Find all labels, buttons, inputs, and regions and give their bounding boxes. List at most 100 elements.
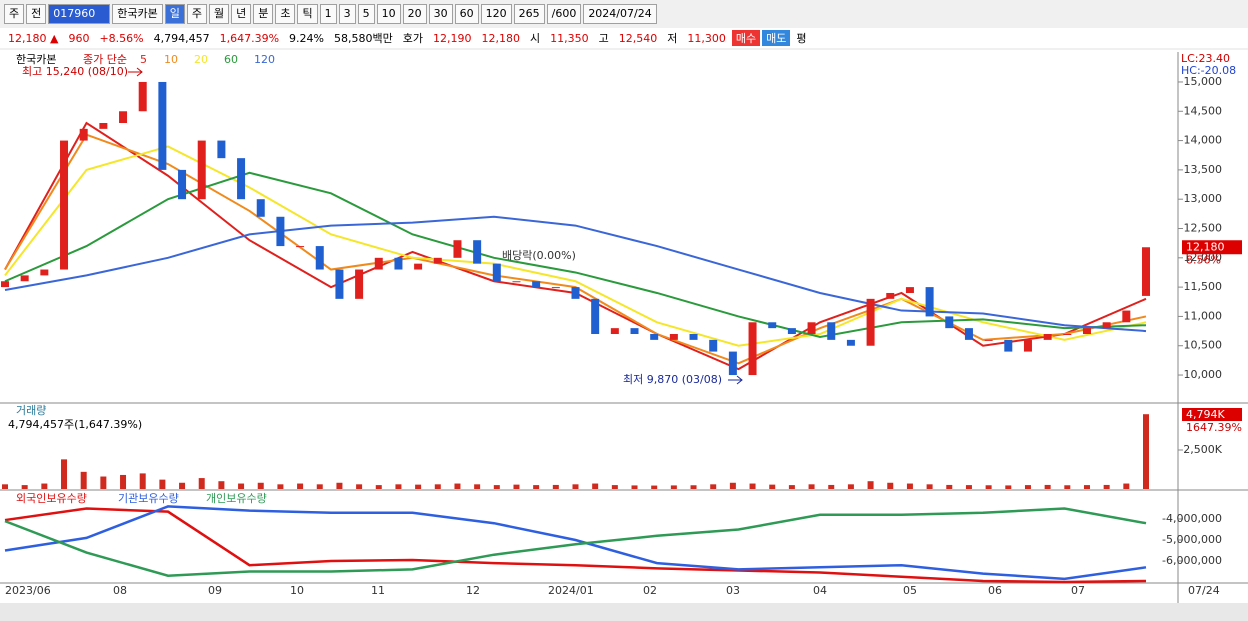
- legend-entry: 개인보유수량: [206, 492, 267, 505]
- candle: [40, 269, 49, 276]
- volume-bar: [375, 485, 382, 489]
- axis-label: 4,794K: [1186, 408, 1225, 421]
- candle: [1122, 310, 1131, 323]
- toolbar-item[interactable]: 2024/07/24: [583, 4, 657, 24]
- toolbar-item[interactable]: 20: [402, 4, 427, 24]
- volume-bar: [415, 484, 422, 489]
- candle: [669, 334, 678, 340]
- volume-bar: [946, 484, 953, 489]
- toolbar-item[interactable]: 한국카본: [112, 4, 163, 24]
- candle: [119, 111, 128, 123]
- toolbar-item[interactable]: 월: [208, 4, 230, 24]
- quote-item: 평: [796, 32, 807, 45]
- volume-bar: [985, 485, 992, 489]
- candle: [571, 287, 580, 299]
- toolbar-item[interactable]: 1: [319, 4, 337, 24]
- scrollbar[interactable]: [0, 603, 1248, 621]
- quote-item: 12,180 ▲: [8, 31, 59, 45]
- toolbar-item[interactable]: 3: [338, 4, 356, 24]
- candle: [925, 287, 934, 317]
- toolbar-item[interactable]: 전: [26, 4, 47, 24]
- candle: [1004, 339, 1013, 352]
- volume-bar: [454, 483, 461, 489]
- y-tick-label: 14,500: [1184, 104, 1223, 117]
- chart: 10,00010,50011,00011,50012,00012,50013,0…: [0, 50, 1248, 621]
- volume-bar: [552, 484, 559, 489]
- volume-bar: [749, 483, 756, 489]
- candle: [886, 292, 895, 299]
- x-tick-label: 08: [113, 584, 127, 597]
- toolbar-item[interactable]: 주: [4, 4, 25, 24]
- candle: [20, 275, 29, 282]
- toolbar-item[interactable]: 5: [357, 4, 375, 24]
- candle: [512, 281, 521, 283]
- quote-item: 9.24%: [289, 31, 324, 45]
- x-tick-label: 2023/06: [5, 584, 51, 597]
- holding-line: [4, 505, 1147, 581]
- annotation-arrow: [128, 67, 143, 77]
- quote-item: 매도: [762, 30, 791, 46]
- toolbar-item[interactable]: 틱: [297, 4, 318, 24]
- candle: [709, 339, 718, 352]
- y-tick-label: -5,000,000: [1162, 533, 1222, 546]
- moving-average: [4, 145, 1147, 347]
- candle: [984, 339, 993, 341]
- legend-symbol: 한국카본: [16, 53, 56, 66]
- y-tick-label: -6,000,000: [1162, 554, 1222, 567]
- candle: [217, 140, 226, 159]
- toolbar-item[interactable]: 일: [164, 4, 185, 24]
- toolbar-item[interactable]: 265: [513, 4, 545, 24]
- y-tick-label: 14,000: [1184, 134, 1223, 147]
- quote-item: 4,794,457: [153, 31, 210, 45]
- volume-bar: [788, 485, 795, 489]
- volume-bar: [218, 481, 225, 489]
- toolbar-item[interactable]: /600: [546, 4, 582, 24]
- legend-entry: 5: [140, 53, 147, 66]
- axis-label: HC:-20.08: [1181, 64, 1236, 77]
- candle: [414, 263, 423, 270]
- volume-bar: [316, 484, 323, 489]
- annotation: 배당락(0.00%): [502, 249, 576, 262]
- x-tick-label: 11: [371, 584, 385, 597]
- candle: [1142, 247, 1150, 296]
- x-tick-label: 03: [726, 584, 740, 597]
- legend-entry: 120: [254, 53, 275, 66]
- volume-bar: [1083, 485, 1090, 489]
- volume-bar: [1123, 483, 1130, 489]
- candle: [945, 316, 954, 329]
- toolbar-item[interactable]: 60: [454, 4, 479, 24]
- x-tick-label: 09: [208, 584, 222, 597]
- quote-item: 58,580백만: [334, 32, 393, 45]
- volume-bar: [572, 484, 579, 489]
- volume-bar: [238, 483, 245, 489]
- toolbar-item[interactable]: 분: [253, 4, 274, 24]
- toolbar-item[interactable]: 년: [231, 4, 252, 24]
- moving-average: [4, 215, 1147, 333]
- candle: [453, 240, 462, 258]
- toolbar-item[interactable]: 주: [186, 4, 207, 24]
- toolbar-item[interactable]: 120: [480, 4, 512, 24]
- toolbar-item[interactable]: 30: [428, 4, 453, 24]
- toolbar-item[interactable]: 10: [376, 4, 401, 24]
- candle: [905, 287, 914, 293]
- volume-bar: [139, 473, 146, 489]
- toolbar-item[interactable]: 초: [275, 4, 296, 24]
- toolbar-item[interactable]: 017960: [48, 4, 111, 24]
- y-tick-label: 11,500: [1184, 280, 1223, 293]
- volume-bar: [474, 484, 481, 489]
- volume-bar: [690, 485, 697, 489]
- candle: [158, 81, 167, 170]
- y-tick-label: 10,500: [1184, 339, 1223, 352]
- toolbar: 주 전 017960 한국카본 일 주 월 년 분 초 틱 1 3 5 10 20 30 60 120 265/600…: [0, 3, 1248, 25]
- volume-bar: [965, 485, 972, 489]
- annotation: 최저 9,870 (03/08): [623, 373, 722, 386]
- volume-bar: [847, 484, 854, 489]
- quote-item: 호가: [402, 32, 423, 45]
- legend-entry: 기관보유수량: [118, 492, 179, 505]
- y-tick-label: 2,500K: [1183, 443, 1222, 456]
- volume-bar: [651, 485, 658, 489]
- candle: [748, 322, 757, 376]
- candle: [355, 269, 364, 299]
- candle: [689, 334, 698, 340]
